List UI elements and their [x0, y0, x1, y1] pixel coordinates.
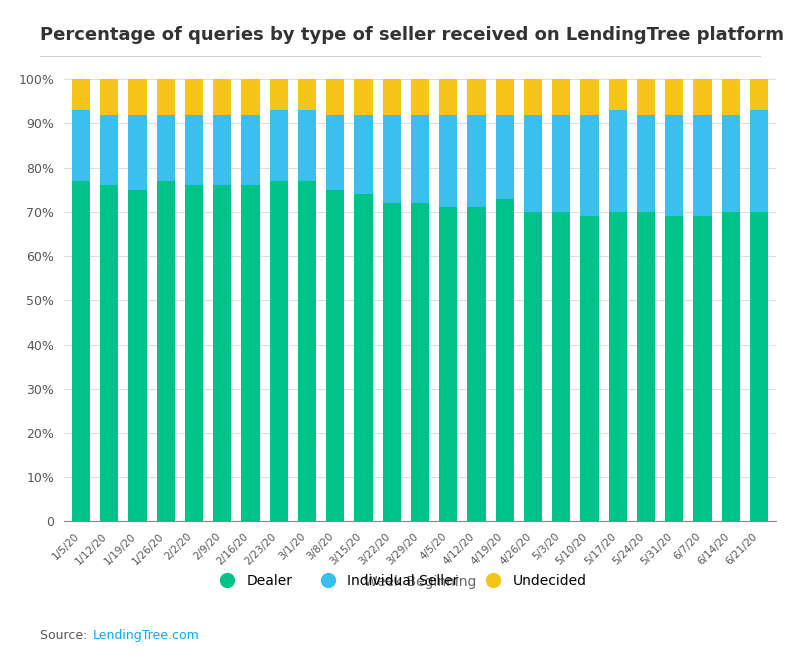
Bar — [750, 79, 768, 110]
Bar — [72, 79, 90, 110]
Bar — [270, 79, 288, 110]
Bar — [242, 79, 260, 115]
Bar — [354, 115, 373, 194]
Bar — [722, 79, 740, 115]
Bar — [750, 212, 768, 521]
Bar — [467, 79, 486, 115]
Bar — [213, 79, 231, 115]
Bar — [326, 190, 345, 521]
Bar — [694, 216, 712, 521]
Bar — [242, 185, 260, 521]
Bar — [694, 115, 712, 216]
Bar — [439, 79, 458, 115]
Text: Percentage of queries by type of seller received on LendingTree platform: Percentage of queries by type of seller … — [40, 26, 784, 44]
Bar — [72, 181, 90, 521]
Bar — [128, 190, 146, 521]
Bar — [185, 79, 203, 115]
Bar — [665, 79, 683, 115]
Bar — [750, 110, 768, 212]
Bar — [495, 79, 514, 115]
Bar — [665, 216, 683, 521]
Bar — [326, 115, 345, 190]
Bar — [439, 115, 458, 207]
Bar — [552, 212, 570, 521]
Bar — [467, 115, 486, 207]
Bar — [185, 115, 203, 185]
Bar — [185, 185, 203, 521]
Bar — [298, 79, 316, 110]
Bar — [411, 115, 429, 203]
Bar — [242, 115, 260, 185]
Bar — [609, 110, 627, 212]
Bar — [467, 207, 486, 521]
Bar — [552, 79, 570, 115]
Bar — [157, 115, 175, 181]
Bar — [637, 79, 655, 115]
Text: LendingTree.com: LendingTree.com — [93, 628, 199, 642]
X-axis label: Week Beginning: Week Beginning — [364, 575, 476, 589]
Text: Source:: Source: — [40, 628, 91, 642]
Bar — [495, 115, 514, 199]
Bar — [157, 181, 175, 521]
Bar — [270, 181, 288, 521]
Bar — [354, 79, 373, 115]
Bar — [213, 185, 231, 521]
Bar — [495, 199, 514, 521]
Bar — [128, 115, 146, 190]
Bar — [722, 212, 740, 521]
Bar — [128, 79, 146, 115]
Bar — [694, 79, 712, 115]
Bar — [524, 79, 542, 115]
Bar — [411, 79, 429, 115]
Bar — [382, 115, 401, 203]
Bar — [270, 110, 288, 181]
Bar — [580, 115, 598, 216]
Bar — [354, 194, 373, 521]
Bar — [411, 203, 429, 521]
Bar — [439, 207, 458, 521]
Bar — [524, 115, 542, 212]
Legend: Dealer, Individual Seller, Undecided: Dealer, Individual Seller, Undecided — [208, 568, 592, 593]
Bar — [580, 216, 598, 521]
Bar — [552, 115, 570, 212]
Bar — [100, 79, 118, 115]
Bar — [524, 212, 542, 521]
Bar — [609, 79, 627, 110]
Bar — [580, 79, 598, 115]
Bar — [382, 79, 401, 115]
Bar — [722, 115, 740, 212]
Bar — [100, 115, 118, 185]
Bar — [609, 212, 627, 521]
Bar — [637, 115, 655, 212]
Bar — [637, 212, 655, 521]
Bar — [298, 110, 316, 181]
Bar — [326, 79, 345, 115]
Bar — [213, 115, 231, 185]
Bar — [72, 110, 90, 181]
Bar — [157, 79, 175, 115]
Bar — [100, 185, 118, 521]
Bar — [665, 115, 683, 216]
Bar — [298, 181, 316, 521]
Bar — [382, 203, 401, 521]
